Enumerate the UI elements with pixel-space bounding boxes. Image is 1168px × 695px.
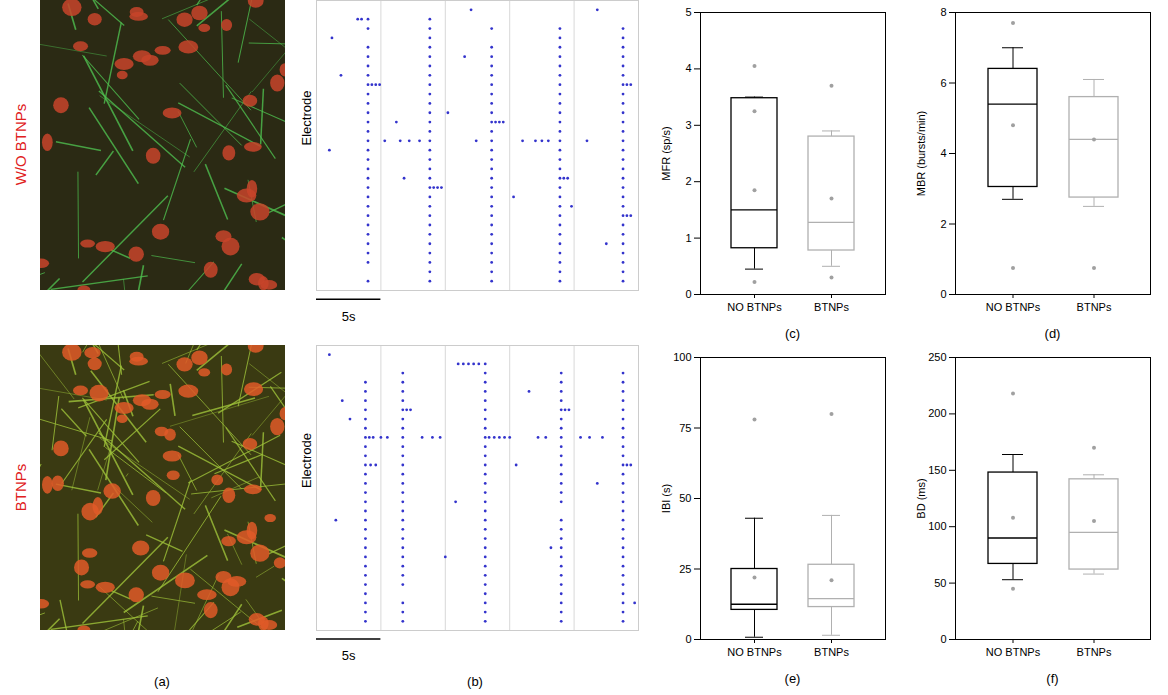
html-text:W/O BTNPs: W/O BTNPs xyxy=(11,103,29,186)
html-text:(d): (d) xyxy=(1044,326,1061,341)
svg-text:250: 250 xyxy=(928,351,946,363)
svg-text:150: 150 xyxy=(928,464,946,476)
svg-text:MFR (sp/s): MFR (sp/s) xyxy=(660,126,672,180)
html-text:(c): (c) xyxy=(784,326,801,341)
svg-text:1: 1 xyxy=(685,232,691,244)
svg-text:2: 2 xyxy=(685,175,691,187)
svg-text:BD (ms): BD (ms) xyxy=(915,478,927,518)
svg-text:100: 100 xyxy=(928,520,946,532)
html-text:(b): (b) xyxy=(467,674,483,689)
html-text:(a): (a) xyxy=(154,674,170,689)
svg-text:50: 50 xyxy=(934,577,946,589)
html-text:(f): (f) xyxy=(1046,671,1059,686)
svg-text:NO BTNPs: NO BTNPs xyxy=(986,646,1041,658)
svg-text:25: 25 xyxy=(679,563,691,575)
svg-text:Electrode: Electrode xyxy=(299,91,314,146)
svg-text:0: 0 xyxy=(940,288,946,300)
svg-text:50: 50 xyxy=(679,492,691,504)
svg-text:MBR (bursts/min): MBR (bursts/min) xyxy=(915,111,927,197)
svg-text:0: 0 xyxy=(685,633,691,645)
svg-text:2: 2 xyxy=(940,218,946,230)
svg-text:6: 6 xyxy=(940,77,946,89)
svg-text:3: 3 xyxy=(685,119,691,131)
svg-text:200: 200 xyxy=(928,407,946,419)
html-text:(e): (e) xyxy=(784,671,801,686)
svg-text:5: 5 xyxy=(685,6,691,18)
html-text:BTNPs: BTNPs xyxy=(11,463,29,511)
svg-text:NO BTNPs: NO BTNPs xyxy=(986,301,1041,313)
svg-text:Electrode: Electrode xyxy=(299,433,314,488)
svg-text:4: 4 xyxy=(685,62,691,74)
svg-text:IBI (s): IBI (s) xyxy=(660,484,672,513)
svg-text:NO BTNPs: NO BTNPs xyxy=(727,301,782,313)
svg-text:NO BTNPs: NO BTNPs xyxy=(727,646,782,658)
svg-text:BTNPs: BTNPs xyxy=(1077,646,1112,658)
svg-text:BTNPs: BTNPs xyxy=(814,646,849,658)
svg-text:100: 100 xyxy=(673,351,691,363)
svg-text:BTNPs: BTNPs xyxy=(814,301,849,313)
svg-text:5s: 5s xyxy=(342,648,356,663)
svg-text:5s: 5s xyxy=(342,309,356,324)
svg-text:75: 75 xyxy=(679,422,691,434)
svg-text:0: 0 xyxy=(940,633,946,645)
svg-text:BTNPs: BTNPs xyxy=(1077,301,1112,313)
svg-text:4: 4 xyxy=(940,147,946,159)
svg-text:0: 0 xyxy=(685,288,691,300)
svg-text:8: 8 xyxy=(940,6,946,18)
